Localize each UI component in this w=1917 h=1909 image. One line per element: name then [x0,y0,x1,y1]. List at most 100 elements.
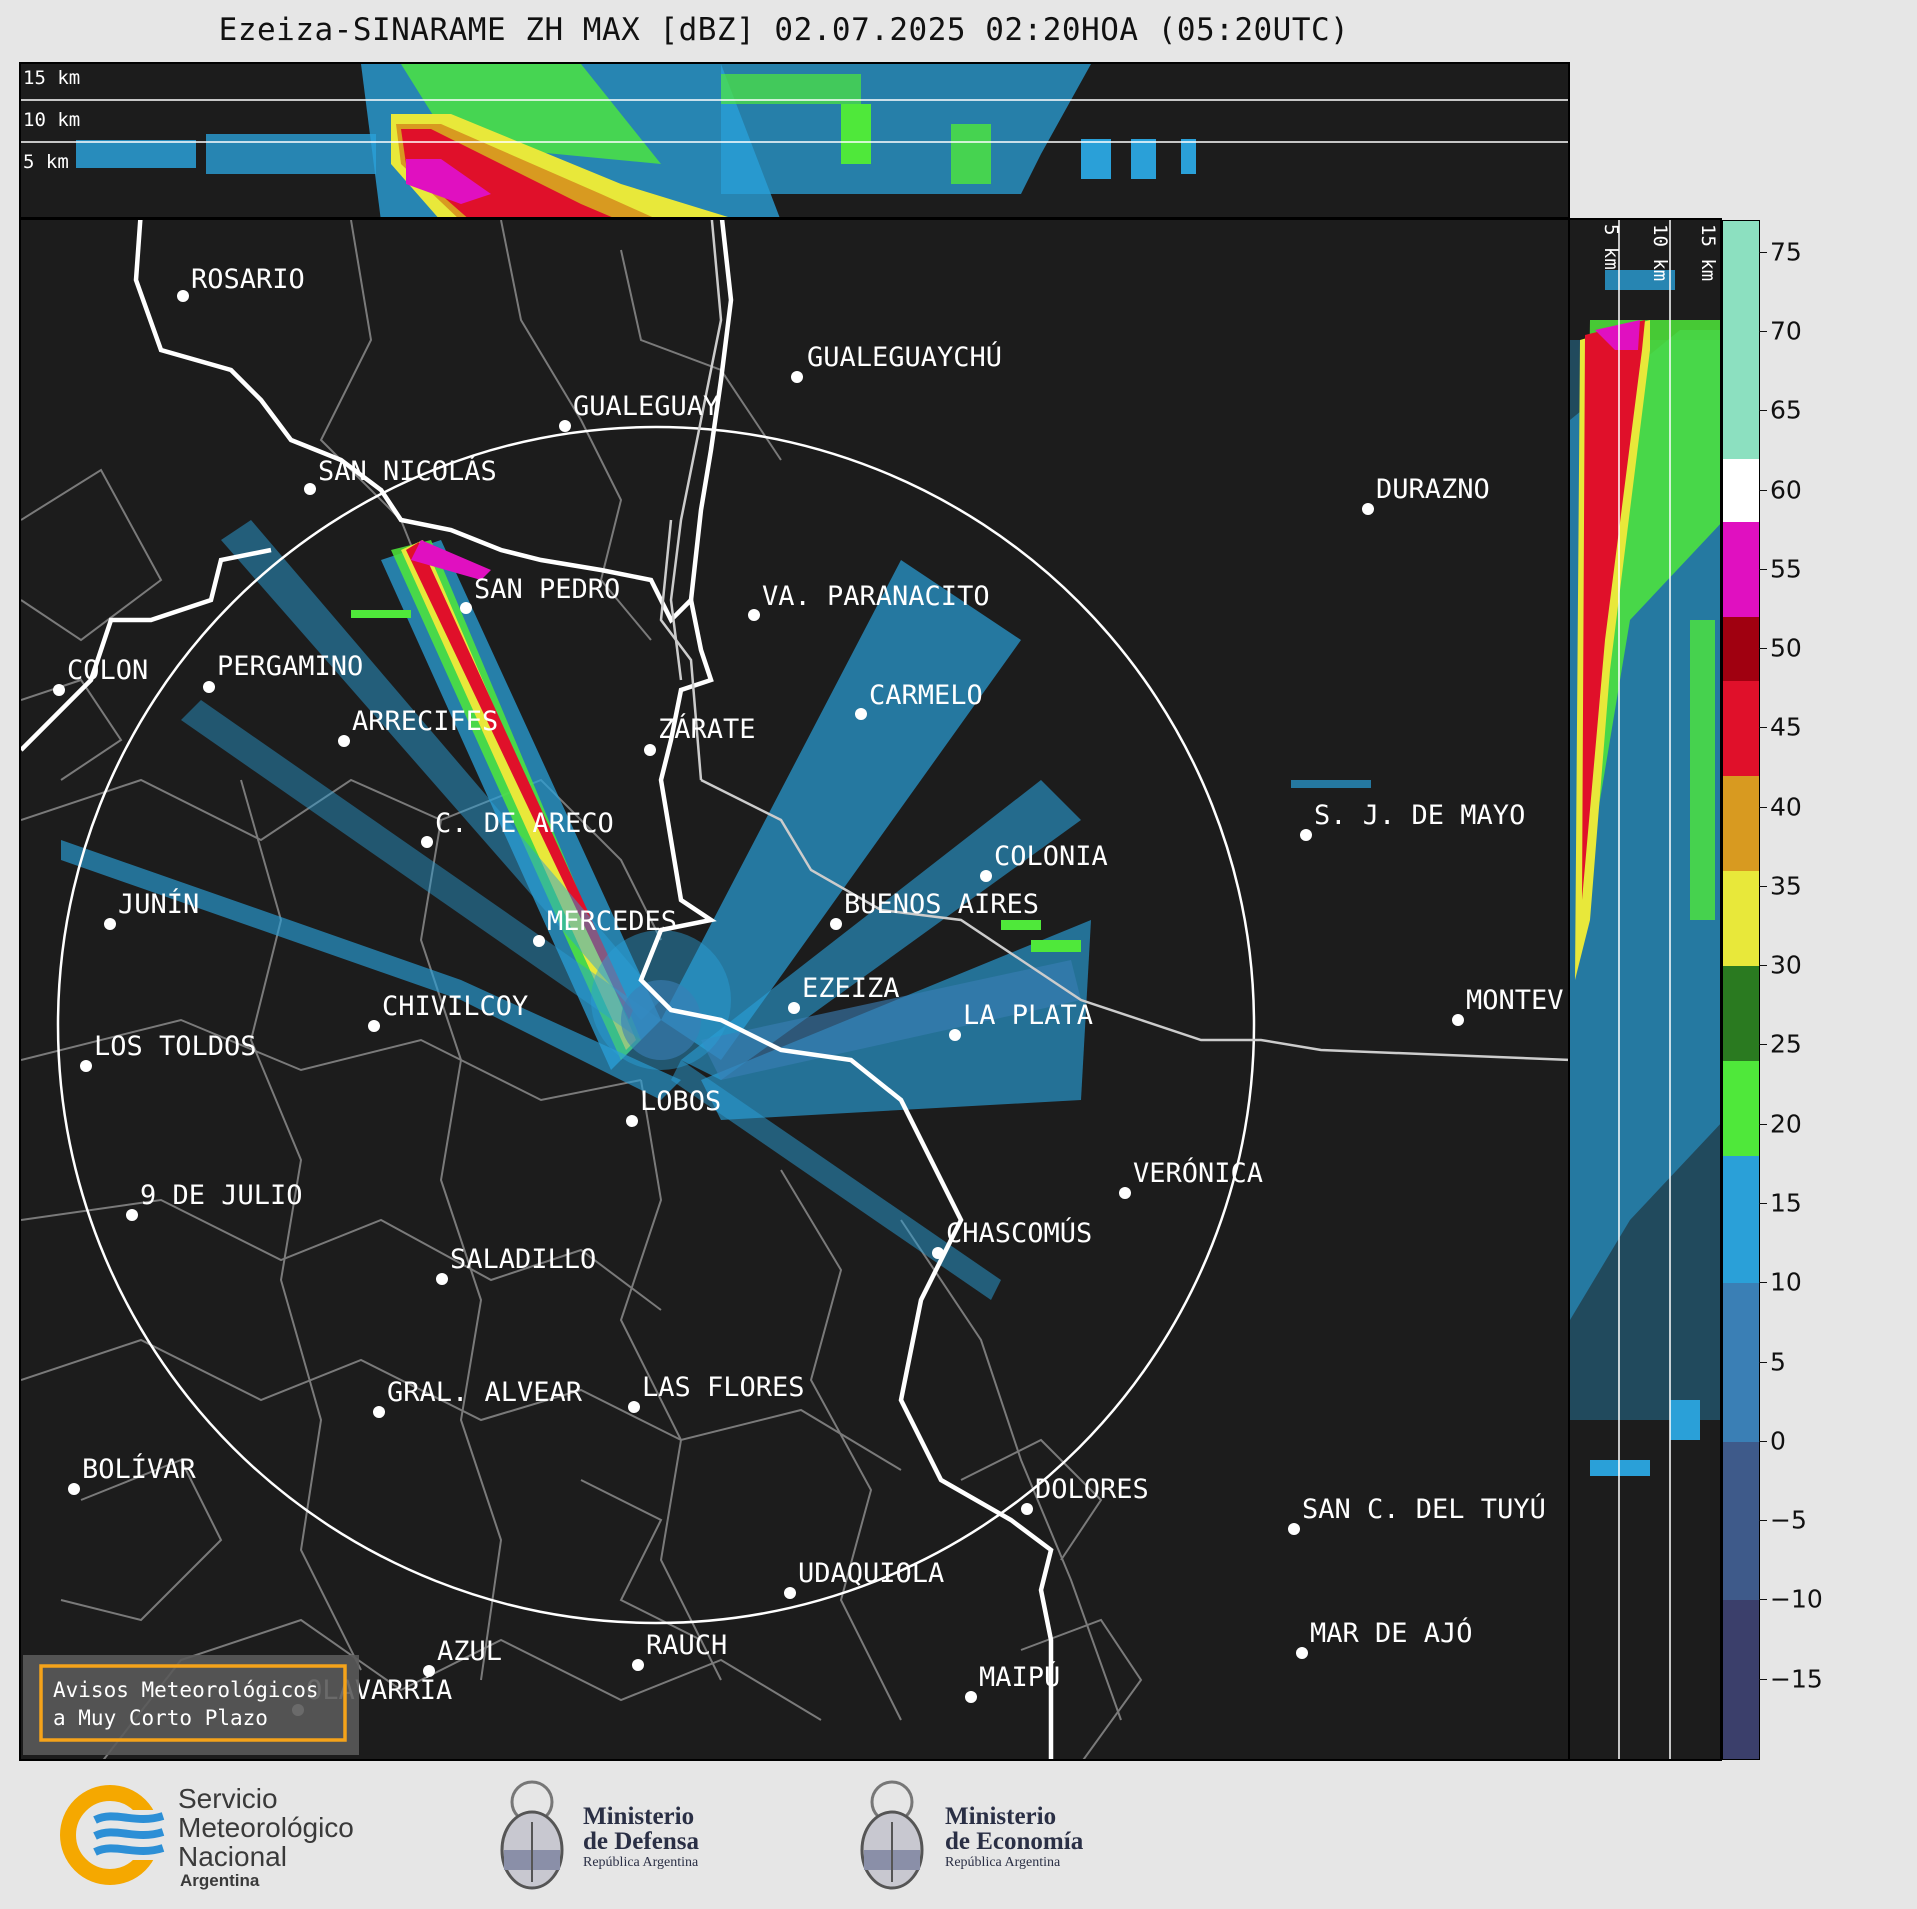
colorbar-tick [1759,1044,1767,1046]
city-9-de-julio[interactable]: 9 DE JULIO [126,1180,303,1221]
colorbar-tick-label: 45 [1770,712,1802,742]
city-mar-de-ajo[interactable]: MAR DE AJÓ [1296,1617,1473,1659]
colorbar-tick-label: 75 [1770,237,1802,267]
footer-logos: Servicio Meteorológico Nacional Argentin… [0,1762,1917,1909]
city-mercedes[interactable]: MERCEDES [533,906,677,947]
economia-logo-text: Ministerio de Economía República Argenti… [945,1803,1084,1870]
radar-map-svg[interactable]: ROSARIO GUALEGUAYCHÚ GUALEGUAY SAN NICOL… [21,220,1570,1761]
colorbar-segment [1723,871,1759,967]
top-cross-section-panel: 15 km 10 km 5 km [19,62,1570,219]
colorbar-tick [1759,489,1767,491]
colorbar-tick [1759,1361,1767,1363]
svg-text:EZEIZA: EZEIZA [802,973,900,1004]
city-chivilcoy[interactable]: CHIVILCOY [368,991,528,1032]
svg-text:SAN C. DEL TUYÚ: SAN C. DEL TUYÚ [1302,1493,1546,1525]
colorbar-tick [1759,648,1767,650]
district-boundaries [21,220,1143,1759]
city-la-plata[interactable]: LA PLATA [949,1000,1093,1041]
city-gualeguaychu[interactable]: GUALEGUAYCHÚ [791,341,1002,383]
city-maipu[interactable]: MAIPÚ [965,1661,1060,1703]
city-dolores[interactable]: DOLORES [1021,1474,1149,1515]
svg-text:9 DE JULIO: 9 DE JULIO [140,1180,303,1211]
svg-text:ZÁRATE: ZÁRATE [658,713,756,745]
colorbar-segment [1723,458,1759,523]
colorbar-segment [1723,1441,1759,1601]
svg-text:VA. PARANACITO: VA. PARANACITO [762,581,990,612]
city-udaquiola[interactable]: UDAQUIOLA [784,1558,944,1599]
svg-text:GUALEGUAYCHÚ: GUALEGUAYCHÚ [807,341,1002,373]
colorbar-tick [1759,1678,1767,1680]
defensa-logo-text: Ministerio de Defensa República Argentin… [583,1803,699,1870]
colorbar-tick-label: 30 [1770,950,1802,980]
city-montev[interactable]: MONTEV [1452,985,1564,1026]
city-bolivar[interactable]: BOLÍVAR [68,1453,197,1495]
colorbar-tick [1759,965,1767,967]
svg-text:BOLÍVAR: BOLÍVAR [82,1453,197,1485]
colorbar-segment [1723,680,1759,776]
city-colonia[interactable]: COLONIA [980,841,1108,882]
city-arrecifes[interactable]: ARRECIFES [338,706,498,747]
coastline [21,220,1054,1759]
level-label: 15 km [1697,224,1719,281]
svg-text:SAN NICOLÁS: SAN NICOLÁS [318,455,497,487]
city-va-paranacito[interactable]: VA. PARANACITO [748,581,990,621]
city-san-c-del-tuyu[interactable]: SAN C. DEL TUYÚ [1288,1493,1546,1535]
city-lobos[interactable]: LOBOS [626,1086,721,1127]
city-los-toldos[interactable]: LOS TOLDOS [80,1031,257,1072]
colorbar-segment [1723,221,1759,459]
economia-coat-of-arms-icon [860,1780,924,1890]
alert-line-2: a Muy Corto Plazo [53,1706,268,1730]
dbz-colorbar [1722,220,1760,1760]
svg-text:CARMELO: CARMELO [869,680,983,711]
city-carmelo[interactable]: CARMELO [855,680,983,720]
colorbar-segment [1723,775,1759,872]
colorbar-tick [1759,1282,1767,1284]
city-s-j-de-mayo[interactable]: S. J. DE MAYO [1300,800,1525,841]
svg-text:COLON: COLON [67,655,148,686]
svg-text:RAUCH: RAUCH [646,1630,727,1661]
map-title: Ezeiza-SINARAME ZH MAX [dBZ] 02.07.2025 … [218,12,1350,48]
radar-map-panel[interactable]: ROSARIO GUALEGUAYCHÚ GUALEGUAY SAN NICOL… [19,218,1570,1761]
city-san-nicolas[interactable]: SAN NICOLÁS [304,455,497,495]
alert-box[interactable]: Avisos Meteorológicos a Muy Corto Plazo [23,1655,359,1755]
svg-text:CHASCOMÚS: CHASCOMÚS [946,1217,1092,1249]
level-label: 10 km [1649,224,1671,281]
level-label: 5 km [1600,224,1622,270]
colorbar-tick-label: 5 [1770,1347,1786,1377]
city-zarate[interactable]: ZÁRATE [644,713,756,756]
side-cross-section-panel: 5 km 10 km 15 km [1568,218,1722,1761]
smn-logo-icon [60,1785,165,1885]
city-chascomus[interactable]: CHASCOMÚS [932,1217,1092,1259]
svg-text:ROSARIO: ROSARIO [191,264,305,295]
city-colon[interactable]: COLON [53,655,148,696]
city-buenos-aires[interactable]: BUENOS AIRES [830,889,1039,930]
city-san-pedro[interactable]: SAN PEDRO [460,574,620,614]
city-ezeiza[interactable]: EZEIZA [788,973,900,1014]
city-rauch[interactable]: RAUCH [632,1630,727,1671]
city-saladillo[interactable]: SALADILLO [436,1244,596,1285]
city-pergamino[interactable]: PERGAMINO [203,651,363,693]
city-gral-alvear[interactable]: GRAL. ALVEAR [373,1377,583,1418]
city-las-flores[interactable]: LAS FLORES [628,1372,805,1413]
city-rosario[interactable]: ROSARIO [177,264,305,302]
colorbar-tick [1759,806,1767,808]
radar-echoes [61,520,1371,1300]
colorbar-segment [1723,1156,1759,1284]
city-c-de-areco[interactable]: C. DE ARECO [421,808,614,848]
city-azul[interactable]: AZUL [423,1636,502,1677]
city-durazno[interactable]: DURAZNO [1362,474,1490,515]
colorbar-tick [1759,1203,1767,1205]
svg-text:AZUL: AZUL [437,1636,502,1667]
colorbar-tick-label: −15 [1770,1664,1823,1694]
side-cross-section-svg: 5 km 10 km 15 km [1570,220,1720,1759]
colorbar-tick [1759,568,1767,570]
city-veronica[interactable]: VERÓNICA [1119,1157,1263,1199]
svg-text:BUENOS AIRES: BUENOS AIRES [844,889,1039,920]
svg-text:JUNÍN: JUNÍN [118,888,199,920]
svg-text:PERGAMINO: PERGAMINO [217,651,363,682]
city-gualeguay[interactable]: GUALEGUAY [559,391,719,432]
svg-text:LA PLATA: LA PLATA [963,1000,1093,1031]
svg-text:COLONIA: COLONIA [994,841,1108,872]
level-label: 5 km [23,151,69,173]
city-junin[interactable]: JUNÍN [104,888,199,930]
